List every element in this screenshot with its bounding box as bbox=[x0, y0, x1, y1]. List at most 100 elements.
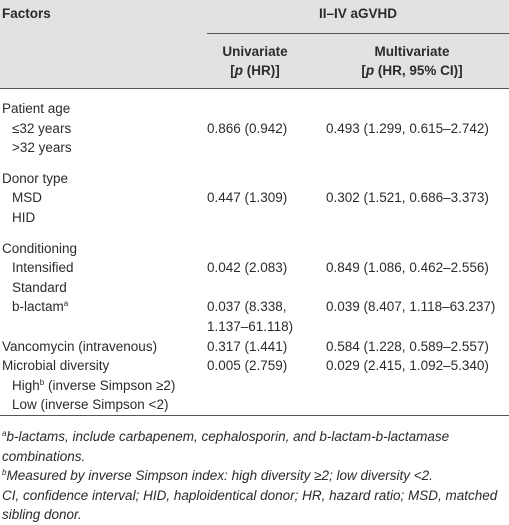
factor-cell: ≤32 years bbox=[0, 119, 205, 139]
value: 0.584 (1.228, 0.589–2.557) bbox=[326, 338, 489, 354]
table-body: Patient age ≤32 years 0.866 (0.942) 0.493 (… bbox=[0, 99, 509, 415]
text: (HR)] bbox=[243, 63, 280, 78]
factor-label: >32 years bbox=[12, 140, 72, 156]
table-row: >32 years bbox=[0, 138, 509, 158]
text: p bbox=[234, 63, 243, 78]
table-row: Conditioning bbox=[0, 239, 509, 259]
factor-cell: HID bbox=[0, 208, 205, 228]
univariate-cell bbox=[205, 99, 323, 119]
table-row: Patient age bbox=[0, 99, 509, 119]
table-row: Donor type bbox=[0, 169, 509, 189]
table-row: Highb (inverse Simpson ≥2) bbox=[0, 376, 509, 396]
factor-cell: Vancomycin (intravenous) bbox=[0, 337, 205, 357]
text: (HR, 95% CI)] bbox=[374, 63, 463, 78]
univariate-cell: 0.447 (1.309) bbox=[205, 188, 323, 208]
footnote-mark: a bbox=[63, 299, 69, 309]
factor-cell: Conditioning bbox=[0, 239, 205, 259]
table-row: Vancomycin (intravenous) 0.317 (1.441) 0.5… bbox=[0, 337, 509, 357]
value: 0.493 (1.299, 0.615–2.742) bbox=[326, 120, 489, 136]
factor-label: Microbial diversity bbox=[2, 358, 110, 374]
value: 0.849 (1.086, 0.462–2.556) bbox=[326, 260, 489, 276]
footnote: bMeasured by inverse Simpson index: high… bbox=[2, 466, 507, 486]
univariate-cell bbox=[205, 239, 323, 259]
factor-label: ≤32 years bbox=[12, 120, 72, 136]
multivariate-cell bbox=[323, 208, 509, 228]
multivariate-title: Multivariate bbox=[374, 44, 450, 59]
text: [ bbox=[361, 63, 366, 78]
factor-cell: >32 years bbox=[0, 138, 205, 158]
value: 0.317 (1.441) bbox=[207, 338, 288, 354]
table-row: Microbial diversity 0.005 (2.759) 0.029 (2… bbox=[0, 356, 509, 376]
univariate-title: Univariate bbox=[222, 44, 288, 59]
text: [ bbox=[230, 63, 235, 78]
multivariate-cell: 0.849 (1.086, 0.462–2.556) bbox=[323, 258, 509, 278]
table-row: HID bbox=[0, 208, 509, 228]
footnote-mark: b bbox=[2, 468, 7, 478]
rule bbox=[0, 415, 509, 416]
factor-label: (inverse Simpson ≥2) bbox=[44, 377, 176, 393]
univariate-cell: 0.866 (0.942) bbox=[205, 119, 323, 139]
factor-label: Low (inverse Simpson <2) bbox=[12, 397, 169, 413]
factor-label: Donor type bbox=[2, 170, 69, 186]
univariate-cell: 0.037 (8.338, 1.137–61.118) bbox=[205, 297, 323, 336]
value: 0.447 (1.309) bbox=[207, 190, 288, 206]
footnote-mark: a bbox=[2, 429, 7, 438]
rule bbox=[207, 33, 509, 34]
value: 0.037 (8.338, 1.137–61.118) bbox=[207, 299, 294, 334]
table-row: MSD 0.447 (1.309) 0.302 (1.521, 0.686–3.37… bbox=[0, 188, 509, 208]
factor-label: Conditioning bbox=[2, 240, 78, 256]
univariate-cell: 0.317 (1.441) bbox=[205, 337, 323, 357]
univariate-cell: 0.005 (2.759) bbox=[205, 356, 323, 376]
multivariate-cell bbox=[323, 99, 509, 119]
factor-cell: Donor type bbox=[0, 169, 205, 189]
multivariate-cell bbox=[323, 169, 509, 189]
multivariate-cell: 0.039 (8.407, 1.118–63.237) bbox=[323, 297, 509, 336]
footnote-mark: b bbox=[39, 377, 45, 387]
table-row: Standard bbox=[0, 278, 509, 298]
multivariate-cell bbox=[323, 395, 509, 415]
univariate-cell bbox=[205, 169, 323, 189]
multivariate-cell bbox=[323, 138, 509, 158]
value: 0.029 (2.415, 1.092–5.340) bbox=[326, 358, 489, 374]
multivariate-cell bbox=[323, 239, 509, 259]
footnote: CI, confidence interval; HID, haploident… bbox=[2, 486, 507, 525]
factors-header: Factors bbox=[2, 6, 51, 21]
table-row: ≤32 years 0.866 (0.942) 0.493 (1.299, 0.61… bbox=[0, 119, 509, 139]
multivariate-cell: 0.302 (1.521, 0.686–3.373) bbox=[323, 188, 509, 208]
footnotes: ab-lactams, include carbapenem, cephalos… bbox=[2, 427, 507, 525]
factor-label: HID bbox=[12, 209, 36, 225]
univariate-cell bbox=[205, 376, 323, 396]
multivariate-sub: [p (HR, 95% CI)] bbox=[315, 63, 509, 78]
factor-cell: Microbial diversity bbox=[0, 356, 205, 376]
multivariate-cell: 0.584 (1.228, 0.589–2.557) bbox=[323, 337, 509, 357]
univariate-cell bbox=[205, 138, 323, 158]
table-row: Intensified 0.042 (2.083) 0.849 (1.086, 0.… bbox=[0, 258, 509, 278]
value: 0.005 (2.759) bbox=[207, 358, 288, 374]
factor-label: Standard bbox=[12, 279, 67, 295]
footnote-text: CI, confidence interval; HID, haploident… bbox=[2, 487, 498, 523]
factor-cell: Low (inverse Simpson <2) bbox=[0, 395, 205, 415]
footnote-text: Measured by inverse Simpson index: high … bbox=[6, 468, 433, 484]
table-row: b-lactama 0.037 (8.338, 1.137–61.118) 0.03… bbox=[0, 297, 509, 336]
multivariate-cell bbox=[323, 376, 509, 396]
value: 0.302 (1.521, 0.686–3.373) bbox=[326, 190, 489, 206]
text: p bbox=[365, 63, 375, 78]
univariate-cell bbox=[205, 278, 323, 298]
factor-label: MSD bbox=[12, 190, 42, 206]
factor-label: Patient age bbox=[2, 101, 71, 116]
multivariate-cell: 0.493 (1.299, 0.615–2.742) bbox=[323, 119, 509, 139]
header-band: Factors II–IV aGVHD Univariate [p (HR)] … bbox=[0, 0, 509, 89]
footnote: ab-lactams, include carbapenem, cephalos… bbox=[2, 427, 507, 466]
table-row: Low (inverse Simpson <2) bbox=[0, 395, 509, 415]
univariate-sub: [p (HR)] bbox=[195, 63, 315, 78]
factor-label: Vancomycin (intravenous) bbox=[2, 338, 158, 354]
value: 0.039 (8.407, 1.118–63.237) bbox=[326, 299, 496, 315]
factor-cell: Patient age bbox=[0, 99, 205, 119]
factor-cell: MSD bbox=[0, 188, 205, 208]
multivariate-cell: 0.029 (2.415, 1.092–5.340) bbox=[323, 356, 509, 376]
group-header: II–IV aGVHD bbox=[318, 6, 398, 21]
factor-label: b-lactam bbox=[12, 299, 64, 315]
footnote-text: b-lactams, include carbapenem, cephalosp… bbox=[2, 429, 450, 464]
multivariate-cell bbox=[323, 278, 509, 298]
